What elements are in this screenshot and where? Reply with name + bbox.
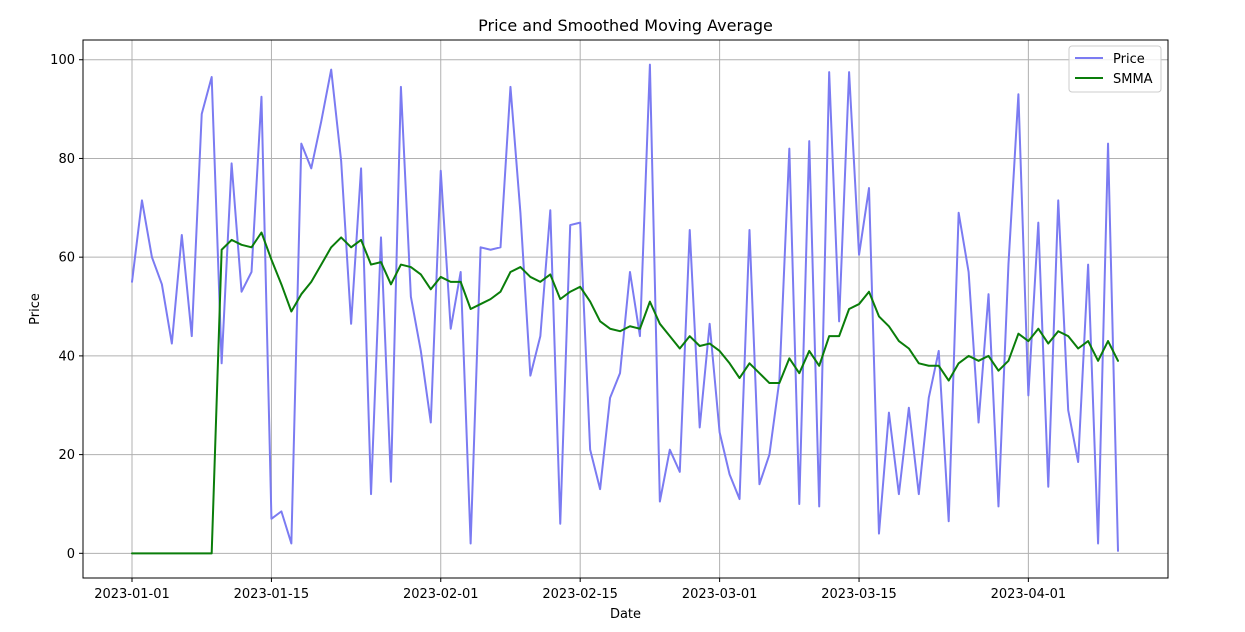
x-axis-label: Date — [610, 607, 641, 622]
x-tick-label: 2023-04-01 — [991, 587, 1067, 602]
x-tick-label: 2023-03-01 — [682, 587, 758, 602]
y-tick-label: 100 — [50, 53, 75, 68]
x-tick-label: 2023-02-15 — [542, 587, 618, 602]
series-line-smma — [131, 231, 1119, 555]
y-tick-label: 80 — [58, 152, 75, 167]
series-line-price — [131, 63, 1119, 552]
legend-price-label: Price — [1113, 52, 1145, 67]
y-axis-ticks: 0 20 40 60 80 100 — [50, 53, 83, 562]
x-tick-label: 2023-02-01 — [403, 587, 479, 602]
x-tick-label: 2023-01-15 — [234, 587, 310, 602]
series-lines — [131, 63, 1119, 555]
y-tick-label: 0 — [67, 547, 75, 562]
chart-title: Price and Smoothed Moving Average — [478, 16, 773, 35]
plot-area-frame — [82, 39, 1169, 579]
legend: Price SMMA — [1068, 45, 1162, 93]
y-tick-label: 60 — [58, 251, 75, 266]
y-tick-label: 40 — [58, 349, 75, 364]
x-tick-label: 2023-01-01 — [94, 587, 170, 602]
y-tick-label: 20 — [58, 448, 75, 463]
y-axis-label: Price — [28, 293, 43, 325]
legend-smma-label: SMMA — [1113, 72, 1153, 87]
x-axis-ticks: 2023-01-01 2023-01-15 2023-02-01 2023-02-15… — [94, 578, 1066, 602]
x-tick-label: 2023-03-15 — [821, 587, 897, 602]
